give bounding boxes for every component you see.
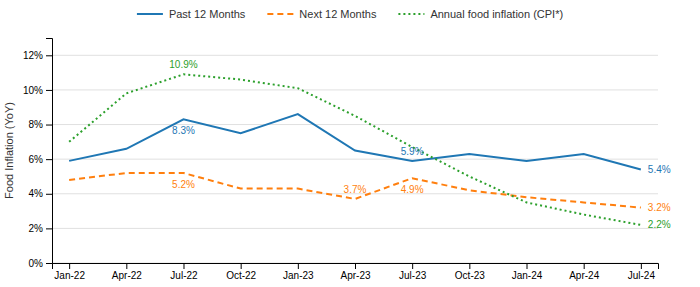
tick: Jul-23 [399,263,427,281]
tick: Jan-22 [54,263,85,281]
grid-line [52,124,658,125]
tick-label: 4% [29,188,44,199]
tick: 2% [29,223,52,234]
tick-mark [412,263,413,269]
tick: Jan-24 [512,263,543,281]
annotations: 8.3% 5.9% 5.4% 5.2% 4.9% 3.2% 10.9% 3.7% 2.2% [169,59,670,230]
chart: 0% 2% 4% 6% 8% 10% 12% Jan-22 Apr-22 Jul-22 Oct-22… [0,0,700,287]
tick-mark [46,194,52,195]
tick-mark [298,263,299,269]
tick: 4% [29,188,52,199]
annotation: 2.2% [648,219,671,230]
annotation: 8.3% [172,125,195,136]
tick-mark [584,263,585,269]
tick-label: 2% [29,223,44,234]
tick-mark [469,263,470,269]
y-axis-title: Food Inflation (YoY) [3,102,15,199]
grid-line [52,89,658,90]
x-axis: Jan-22 Apr-22 Jul-22 Oct-22 Jan-23 Apr-23 Jul-… [53,263,659,281]
series-group [69,74,641,225]
tick-mark [46,263,52,264]
series-line [69,114,641,169]
legend-swatch [267,13,293,15]
legend-swatch [137,13,163,15]
tick-label: Jul-22 [170,270,198,281]
tick: Jan-23 [283,263,314,281]
annotation: 4.9% [401,184,424,195]
tick-mark [46,55,52,56]
tick-label: Apr-22 [112,270,142,281]
tick-label: Jan-24 [512,270,543,281]
axis-line [53,264,659,270]
tick-label: Jan-23 [283,270,314,281]
y-axis: 0% 2% 4% 6% 8% 10% 12% [23,39,53,269]
annotation: 5.2% [172,179,195,190]
tick-label: 0% [29,258,44,269]
legend-item: Next 12 Months [267,8,377,20]
tick-mark [527,263,528,269]
legend-item: Annual food inflation (CPI*) [398,8,563,20]
tick-label: Jan-22 [54,270,85,281]
series-line [69,74,641,225]
tick: 0% [29,258,52,269]
annotation: 5.9% [401,146,424,157]
tick: 6% [29,154,52,165]
annotation: 5.4% [648,164,671,175]
tick-mark [46,228,52,229]
tick-mark [46,90,52,91]
tick-label: Apr-24 [569,270,599,281]
tick: 12% [23,50,52,61]
tick: Apr-24 [569,263,599,281]
tick-label: Oct-22 [226,270,256,281]
tick-mark [355,263,356,269]
annotation: 3.2% [648,202,671,213]
legend-item: Past 12 Months [137,8,246,20]
annotation: 3.7% [344,184,367,195]
tick-label: 12% [23,50,43,61]
legend: Past 12 Months Next 12 Months Annual food … [137,8,563,20]
tick-mark [46,159,52,160]
tick-mark [183,263,184,269]
plot: 0% 2% 4% 6% 8% 10% 12% Jan-22 Apr-22 Jul-22 Oct-22… [23,39,671,282]
tick-mark [241,263,242,269]
tick: Apr-22 [112,263,142,281]
tick: 8% [29,119,52,130]
tick-label: Jul-23 [399,270,427,281]
tick-mark [126,263,127,269]
tick: Oct-23 [455,263,485,281]
legend-label: Annual food inflation (CPI*) [430,8,563,20]
tick: Oct-22 [226,263,256,281]
tick-label: Oct-23 [455,270,485,281]
tick-mark [641,263,642,269]
tick-mark [69,263,70,269]
annotation: 10.9% [169,59,197,70]
tick: 10% [23,85,52,96]
series-line [69,173,641,208]
grid-line [52,55,658,56]
legend-swatch [398,13,424,15]
tick-label: 8% [29,119,44,130]
tick: Jul-24 [628,263,656,281]
grid-line [52,228,658,229]
tick-label: 6% [29,154,44,165]
tick: Apr-23 [340,263,370,281]
legend-label: Next 12 Months [299,8,377,20]
grid-line [52,159,658,160]
tick: Jul-22 [170,263,198,281]
tick-label: Jul-24 [628,270,656,281]
tick-label: Apr-23 [340,270,370,281]
tick-label: 10% [23,85,43,96]
axis-line [46,39,53,264]
legend-label: Past 12 Months [169,8,246,20]
tick-mark [46,125,52,126]
grid [52,55,658,263]
